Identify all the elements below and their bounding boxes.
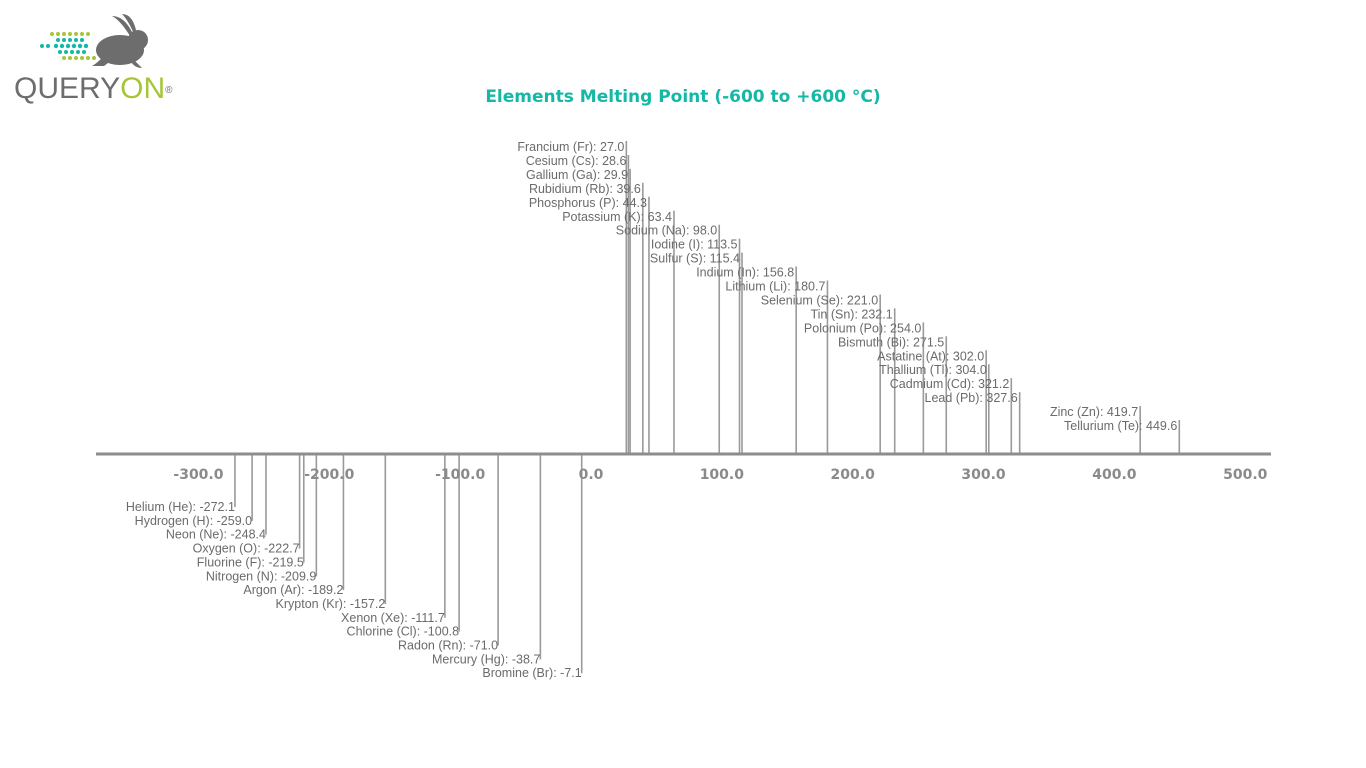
logo-registered-mark: ® [165,85,173,96]
label-tin-sn: Tin (Sn): 232.1 [810,307,892,321]
label-polonium-po: Polonium (Po): 254.0 [804,321,921,335]
tick-labels-group: -300.0 -200.0 -100.0 0.0 100.0 200.0 300.0 400.… [173,467,1267,483]
label-mercury-hg: Mercury (Hg): -38.7 [432,652,540,666]
label-lithium-li: Lithium (Li): 180.7 [725,280,825,294]
label-radon-rn: Radon (Rn): -71.0 [398,639,498,653]
label-neon-ne: Neon (Ne): -248.4 [166,528,266,542]
chart-title: Elements Melting Point (-600 to +600 °C) [0,87,1366,107]
label-bismuth-bi: Bismuth (Bi): 271.5 [838,335,944,349]
label-argon-ar: Argon (Ar): -189.2 [243,583,343,597]
tick-label: 100.0 [700,467,745,483]
tick-label: 500.0 [1223,467,1268,483]
label-xenon-xe: Xenon (Xe): -111.7 [341,611,445,625]
label-gallium-ga: Gallium (Ga): 29.9 [526,168,628,182]
label-francium-fr: Francium (Fr): 27.0 [517,140,624,154]
tick-label: 400.0 [1092,467,1137,483]
label-sodium-na: Sodium (Na): 98.0 [616,224,717,238]
label-rubidium-rb: Rubidium (Rb): 39.6 [529,182,641,196]
chart-title-text: Elements Melting Point (-600 to +600 °C) [485,87,881,107]
label-krypton-kr: Krypton (Kr): -157.2 [276,597,386,611]
label-lead-pb: Lead (Pb): 327.6 [925,391,1018,405]
label-chlorine-cl: Chlorine (Cl): -100.8 [347,625,460,639]
label-sulfur-s: Sulfur (S): 115.4 [650,252,740,266]
label-oxygen-o: Oxygen (O): -222.7 [193,542,300,556]
label-helium-he: Helium (He): -272.1 [126,500,235,514]
label-phosphorus-p: Phosphorus (P): 44.3 [529,196,647,210]
queryon-logo: QUERYON® [12,12,192,108]
tick-label: 200.0 [831,467,876,483]
tick-label: -200.0 [304,467,354,483]
label-nitrogen-n: Nitrogen (N): -209.9 [206,569,317,583]
label-tellurium-te: Tellurium (Te): 449.6 [1064,419,1177,433]
tick-label: -100.0 [435,467,485,483]
label-selenium-se: Selenium (Se): 221.0 [761,293,878,307]
label-zinc-zn: Zinc (Zn): 419.7 [1050,405,1138,419]
label-hydrogen-h: Hydrogen (H): -259.0 [135,514,252,528]
label-fluorine-f: Fluorine (F): -219.5 [197,555,304,569]
tick-label: 0.0 [579,467,604,483]
label-indium-in: Indium (In): 156.8 [696,266,794,280]
logo-text-on: ON [120,72,166,105]
label-bromine-br: Bromine (Br): -7.1 [482,666,581,680]
label-iodine-i: Iodine (I): 113.5 [651,238,738,252]
tick-label: 300.0 [961,467,1006,483]
logo-text-query: QUERY [14,72,121,105]
tick-label: -300.0 [173,467,223,483]
label-cadmium-cd: Cadmium (Cd): 321.2 [890,377,1010,391]
label-thallium-tl: Thallium (Tl): 304.0 [879,363,987,377]
label-cesium-cs: Cesium (Cs): 28.6 [526,154,627,168]
bars-group [234,141,1181,674]
rabbit-logo-icon [40,14,148,68]
label-potassium-k: Potassium (K): 63.4 [562,210,672,224]
label-astatine-at: Astatine (At): 302.0 [877,349,984,363]
